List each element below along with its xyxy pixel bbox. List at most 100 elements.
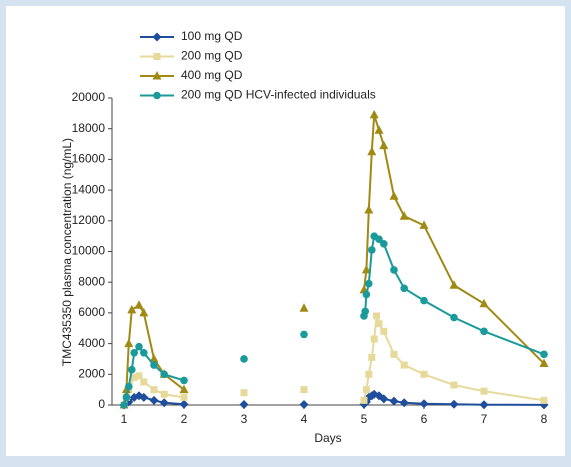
- data-point: [140, 349, 148, 357]
- data-point: [160, 390, 168, 398]
- data-point: [380, 240, 388, 248]
- data-point: [240, 389, 248, 397]
- y-tick-label: 12000: [72, 213, 106, 227]
- data-point: [362, 290, 371, 299]
- data-point: [540, 350, 548, 359]
- data-point: [128, 365, 136, 374]
- data-point: [367, 146, 377, 156]
- data-point: [360, 396, 368, 404]
- data-point: [375, 320, 383, 328]
- legend-label: 100 mg QD: [181, 29, 243, 43]
- data-point: [300, 386, 308, 394]
- legend-marker: [152, 71, 162, 80]
- data-point: [140, 378, 148, 386]
- data-point: [122, 393, 131, 402]
- data-point: [139, 392, 149, 402]
- y-tick-label: 18000: [72, 121, 106, 135]
- data-point: [379, 140, 389, 150]
- data-point: [419, 220, 429, 229]
- x-tick-label: 1: [121, 412, 128, 426]
- data-point: [299, 303, 309, 312]
- data-point: [120, 401, 128, 409]
- y-tick-label: 4000: [78, 336, 105, 350]
- data-point: [361, 264, 371, 274]
- x-axis-label: Days: [314, 431, 341, 445]
- data-point: [480, 387, 488, 395]
- y-tick-label: 6000: [78, 305, 105, 319]
- legend-label: 200 mg QD HCV-infected individuals: [181, 88, 376, 102]
- data-point: [150, 361, 158, 369]
- x-tick-label: 2: [181, 412, 188, 426]
- legend-label: 400 mg QD: [181, 68, 243, 82]
- data-point: [130, 373, 138, 381]
- data-point: [380, 327, 388, 335]
- panel: [6, 6, 565, 456]
- y-tick-label: 20000: [72, 90, 106, 104]
- data-point: [364, 205, 374, 214]
- data-point: [390, 266, 398, 274]
- data-point: [389, 191, 399, 200]
- data-point: [180, 393, 188, 401]
- data-point: [149, 395, 159, 405]
- data-point: [361, 307, 370, 316]
- data-point: [159, 398, 169, 408]
- data-point: [179, 384, 189, 394]
- data-point: [390, 350, 398, 358]
- data-point: [539, 358, 549, 368]
- data-point: [150, 386, 158, 394]
- data-point: [134, 300, 144, 309]
- x-tick-label: 7: [481, 412, 488, 426]
- data-point: [135, 372, 143, 380]
- data-point: [540, 396, 548, 404]
- data-point: [479, 400, 489, 410]
- data-point: [419, 399, 429, 409]
- legend-marker: [153, 53, 161, 60]
- data-point: [449, 399, 459, 409]
- data-point: [124, 338, 134, 348]
- data-point: [450, 313, 458, 322]
- data-point: [135, 342, 143, 351]
- data-point: [479, 298, 489, 308]
- data-point: [240, 355, 248, 363]
- x-tick-label: 4: [301, 412, 308, 426]
- data-point: [399, 211, 409, 220]
- data-point: [365, 370, 373, 378]
- legend-label: 200 mg QD: [181, 49, 243, 63]
- legend-marker: [152, 32, 162, 42]
- data-point: [480, 327, 488, 336]
- data-point: [373, 312, 381, 320]
- y-tick-label: 10000: [72, 244, 106, 258]
- data-point: [368, 246, 376, 254]
- data-point: [125, 382, 133, 391]
- data-point: [370, 335, 378, 343]
- data-point: [180, 376, 188, 385]
- data-point: [368, 353, 376, 361]
- data-point: [179, 399, 189, 409]
- data-point: [374, 125, 384, 134]
- data-point: [365, 279, 373, 288]
- data-point: [379, 394, 389, 404]
- data-point: [299, 400, 309, 410]
- data-point: [300, 330, 308, 339]
- data-point: [160, 370, 168, 379]
- y-tick-label: 16000: [72, 152, 106, 166]
- data-point: [400, 284, 409, 293]
- y-tick-label: 2000: [78, 366, 105, 380]
- data-point: [369, 109, 379, 119]
- y-tick-label: 14000: [72, 182, 106, 196]
- data-point: [420, 296, 428, 305]
- data-point: [127, 304, 137, 314]
- data-point: [239, 400, 249, 410]
- x-tick-label: 3: [241, 412, 248, 426]
- data-point: [420, 370, 428, 378]
- data-point: [389, 396, 399, 406]
- data-point: [149, 353, 159, 363]
- data-point: [449, 280, 459, 289]
- data-point: [400, 361, 408, 369]
- y-tick-label: 0: [98, 397, 105, 411]
- data-point: [450, 381, 458, 389]
- data-point: [139, 307, 149, 317]
- x-tick-label: 8: [541, 412, 548, 426]
- data-point: [375, 235, 383, 244]
